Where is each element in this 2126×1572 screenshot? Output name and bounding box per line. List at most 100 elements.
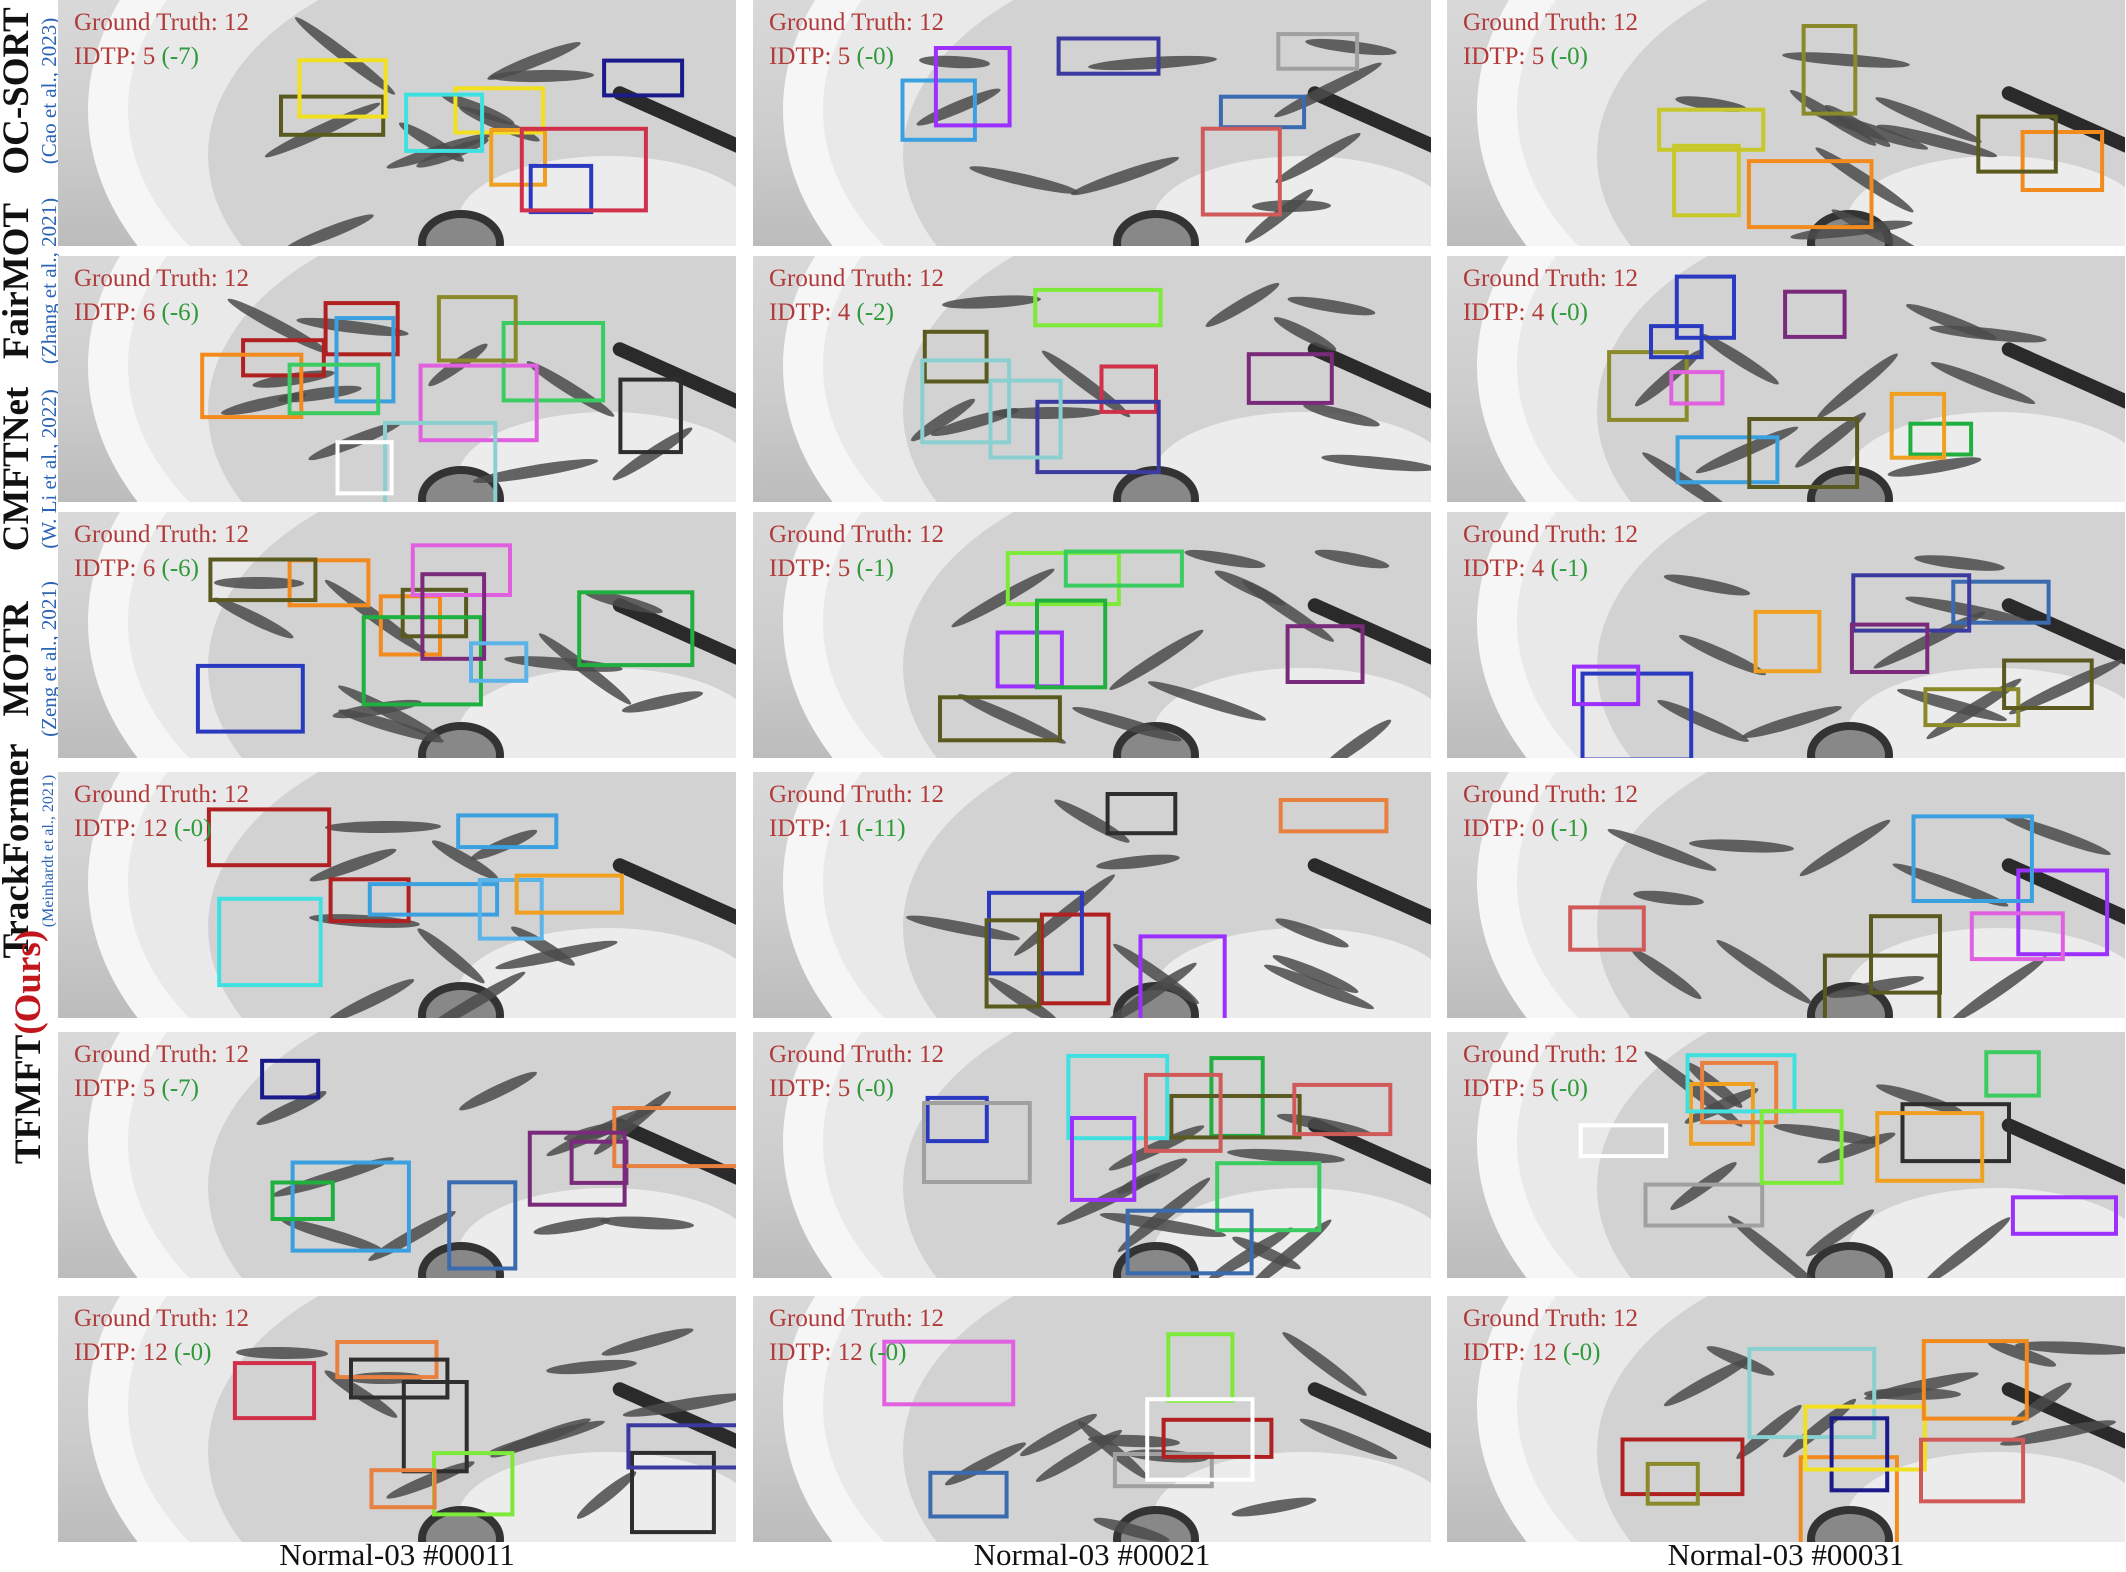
track-box — [195, 663, 305, 734]
track-box — [1278, 798, 1389, 834]
track-box — [1143, 1072, 1223, 1153]
track-box — [400, 587, 469, 639]
method-name-text: TFMFT — [8, 1034, 49, 1165]
track-box — [995, 630, 1064, 689]
track-box — [1753, 609, 1822, 674]
track-box — [1669, 370, 1725, 406]
track-box — [1215, 1161, 1322, 1233]
track-box — [1568, 905, 1646, 952]
frame-panel: Ground Truth: 12 IDTP: 5 (-7) — [58, 1032, 736, 1278]
track-box — [1657, 107, 1766, 152]
track-box — [349, 1357, 450, 1400]
track-box — [1951, 579, 2051, 625]
method-name: CMFTNet — [0, 386, 37, 552]
idtp-delta: (-0) — [174, 815, 212, 842]
track-box — [527, 1130, 627, 1207]
track-box — [378, 594, 442, 657]
idtp-label: IDTP: 5 (-7) — [74, 42, 199, 72]
track-box — [882, 1339, 1016, 1407]
idtp-delta: (-0) — [1550, 299, 1588, 326]
track-box — [1607, 350, 1689, 422]
ground-truth-label: Ground Truth: 12 — [1463, 1041, 1639, 1068]
ground-truth-label: Ground Truth: 12 — [769, 265, 945, 292]
idtp-value: IDTP: 12 — [74, 1339, 168, 1366]
track-box — [1649, 324, 1704, 360]
idtp-value: IDTP: 5 — [74, 1075, 156, 1102]
frame-caption-3: Normal-03 #00031 — [1667, 1537, 1905, 1572]
frame-panel: Ground Truth: 12 IDTP: 4 (-0) — [1447, 256, 2125, 502]
track-box — [232, 1361, 317, 1421]
track-box — [1169, 1094, 1302, 1140]
track-box — [900, 78, 977, 142]
track-box — [1125, 1208, 1254, 1276]
track-box — [1063, 549, 1184, 588]
idtp-label: IDTP: 5 (-0) — [769, 42, 894, 72]
track-box — [287, 558, 371, 608]
track-box — [612, 1106, 736, 1169]
track-box — [367, 882, 500, 917]
idtp-label: IDTP: 12 (-0) — [74, 814, 211, 844]
tracking-overlay — [1607, 274, 1974, 489]
idtp-label: IDTP: 1 (-11) — [769, 814, 906, 844]
idtp-label: IDTP: 5 (-7) — [74, 1074, 199, 1104]
idtp-delta: (-0) — [1563, 1339, 1601, 1366]
frame-panel: Ground Truth: 12 IDTP: 12 (-0) — [753, 1296, 1431, 1542]
ground-truth-label: Ground Truth: 12 — [74, 1305, 250, 1332]
track-box — [1700, 1060, 1779, 1125]
frame-panel: Ground Truth: 12 IDTP: 5 (-0) — [1447, 1032, 2125, 1278]
track-box — [453, 86, 546, 135]
track-box — [1801, 24, 1858, 116]
track-box — [323, 301, 400, 357]
track-box — [1066, 1053, 1170, 1141]
frame-panel: Ground Truth: 12 IDTP: 0 (-1) — [1447, 772, 2125, 1018]
ground-truth-label: Ground Truth: 12 — [1463, 9, 1639, 36]
track-box — [1822, 953, 1942, 1018]
frame-panel: Ground Truth: 12 IDTP: 5 (-1) — [753, 512, 1431, 758]
track-box — [519, 126, 648, 213]
ours-tag: (Ours) — [8, 929, 49, 1035]
frame-panel: Ground Truth: 12 IDTP: 4 (-2) — [753, 256, 1431, 502]
row-label-tfmft: TFMFT(Ours) — [0, 930, 58, 1164]
track-box — [1035, 598, 1108, 690]
frame-panel: Ground Truth: 12 IDTP: 6 (-6) — [58, 256, 736, 502]
track-box — [928, 1470, 1009, 1519]
track-box — [456, 813, 559, 850]
track-box — [420, 572, 487, 661]
track-box — [241, 338, 326, 378]
track-box — [1869, 914, 1942, 995]
idtp-value: IDTP: 6 — [74, 555, 156, 582]
frame-panel: Ground Truth: 12 IDTP: 12 (-0) — [58, 772, 736, 1018]
tracking-overlay — [200, 295, 683, 502]
frame-panel: Ground Truth: 12 IDTP: 1 (-11) — [753, 772, 1431, 1018]
track-box — [208, 557, 318, 603]
track-box — [260, 1058, 321, 1100]
track-box — [297, 58, 388, 119]
ground-truth-label: Ground Truth: 12 — [1463, 1305, 1639, 1332]
idtp-delta: (-11) — [856, 815, 906, 842]
track-box — [1005, 551, 1121, 607]
track-box — [630, 1450, 716, 1535]
drain — [418, 210, 504, 246]
track-box — [2010, 1195, 2119, 1236]
idtp-label: IDTP: 4 (-0) — [1463, 298, 1588, 328]
track-box — [206, 807, 332, 868]
track-box — [1984, 1050, 2041, 1098]
track-box — [984, 918, 1042, 1009]
track-box — [1689, 1082, 1755, 1146]
track-box — [1572, 664, 1641, 707]
idtp-value: IDTP: 5 — [769, 555, 851, 582]
track-box — [1911, 814, 2034, 903]
track-box — [1039, 912, 1111, 1006]
track-box — [569, 1139, 629, 1185]
tracking-overlay — [938, 549, 1365, 743]
track-box — [1908, 421, 1974, 457]
track-box — [1976, 114, 2058, 174]
track-box — [2002, 658, 2094, 710]
track-box — [1285, 624, 1365, 684]
idtp-label: IDTP: 0 (-1) — [1463, 814, 1588, 844]
track-box — [1783, 289, 1847, 339]
idtp-value: IDTP: 5 — [74, 43, 156, 70]
idtp-value: IDTP: 5 — [769, 1075, 851, 1102]
track-box — [369, 1468, 437, 1510]
track-box — [626, 1423, 736, 1470]
